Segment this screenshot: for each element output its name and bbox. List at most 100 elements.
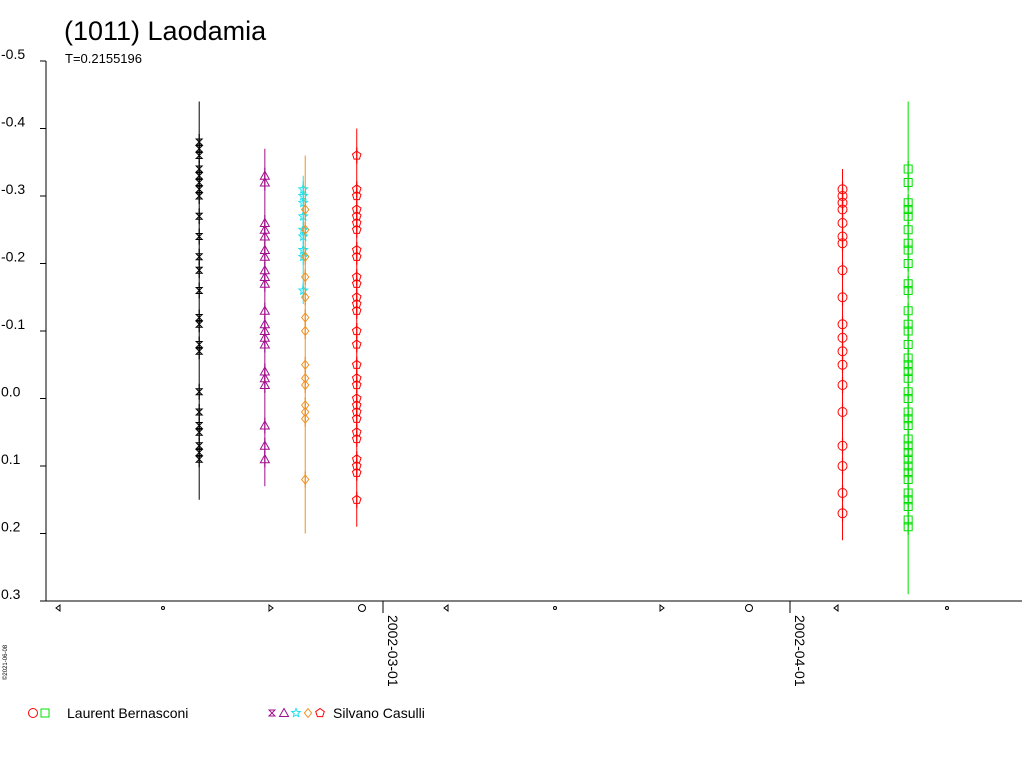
data-point bbox=[837, 346, 848, 357]
data-point bbox=[300, 312, 310, 323]
data-point bbox=[351, 467, 362, 477]
data-point bbox=[903, 225, 913, 235]
data-point bbox=[259, 251, 271, 261]
series-diamond bbox=[300, 155, 310, 534]
y-tick-label: -0.5 bbox=[1, 46, 25, 62]
data-point bbox=[903, 475, 913, 484]
credit-text: ©2021-06-08 bbox=[2, 644, 9, 680]
data-point bbox=[194, 455, 204, 463]
x-tick-label: 2002-03-01 bbox=[385, 615, 401, 687]
data-point bbox=[903, 259, 913, 268]
data-point bbox=[300, 204, 310, 215]
legend-item: Laurent Bernasconi bbox=[28, 705, 188, 721]
data-point bbox=[297, 197, 309, 208]
data-point bbox=[351, 150, 362, 160]
series-hourglass bbox=[194, 101, 204, 500]
phase-marker bbox=[945, 606, 949, 610]
data-point bbox=[351, 190, 362, 201]
series-square bbox=[903, 101, 913, 595]
data-point bbox=[300, 251, 310, 263]
data-point bbox=[351, 278, 362, 288]
data-point bbox=[300, 379, 310, 391]
square-icon bbox=[40, 708, 50, 718]
data-point bbox=[300, 271, 310, 283]
data-point bbox=[351, 325, 362, 336]
data-point bbox=[903, 340, 913, 349]
legend: Laurent Bernasconi Silvano Casulli bbox=[28, 705, 425, 721]
data-point bbox=[300, 224, 310, 236]
legend-label: Laurent Bernasconi bbox=[67, 705, 188, 721]
data-point bbox=[194, 442, 204, 450]
chart-subtitle: T=0.2155196 bbox=[65, 51, 142, 66]
series-pentagon bbox=[351, 128, 362, 527]
data-point bbox=[903, 178, 913, 187]
phase-marker bbox=[55, 604, 61, 612]
data-point bbox=[300, 291, 310, 303]
data-point bbox=[837, 359, 848, 370]
data-point bbox=[194, 185, 204, 193]
data-point bbox=[194, 347, 204, 355]
x-axis-ticks: 2002-03-01 2002-04-01 bbox=[382, 601, 808, 687]
phase-marker bbox=[833, 604, 839, 612]
x-tick-label: 2002-04-01 bbox=[792, 615, 808, 687]
phase-marker bbox=[745, 604, 753, 612]
data-point bbox=[194, 449, 204, 456]
data-point bbox=[259, 305, 271, 315]
pentagon-icon bbox=[315, 707, 325, 718]
series-star bbox=[297, 175, 309, 304]
data-point bbox=[837, 380, 848, 390]
data-point bbox=[259, 453, 271, 464]
data-point bbox=[259, 176, 271, 187]
data-point bbox=[194, 428, 204, 436]
data-point bbox=[194, 408, 204, 416]
y-tick-label: 0.3 bbox=[1, 586, 21, 602]
data-point bbox=[351, 305, 362, 315]
phase-markers bbox=[55, 604, 949, 612]
data-point bbox=[194, 165, 204, 173]
data-point bbox=[837, 508, 848, 519]
data-point bbox=[351, 251, 362, 261]
data-point bbox=[903, 373, 913, 383]
data-point bbox=[259, 379, 271, 389]
chart-axes bbox=[45, 61, 1022, 602]
data-point bbox=[837, 238, 848, 249]
data-point bbox=[194, 266, 204, 274]
star-icon bbox=[290, 707, 302, 718]
legend-item: Silvano Casulli bbox=[267, 705, 425, 721]
data-point bbox=[259, 278, 271, 288]
data-point bbox=[194, 253, 204, 261]
series-circle bbox=[837, 169, 848, 541]
data-point bbox=[194, 172, 204, 180]
data-point bbox=[837, 407, 848, 417]
data-point bbox=[837, 332, 848, 343]
phase-marker bbox=[161, 606, 165, 610]
data-point bbox=[351, 494, 362, 504]
data-point bbox=[300, 325, 310, 337]
data-point bbox=[194, 388, 204, 396]
data-point bbox=[837, 218, 848, 228]
data-point bbox=[351, 339, 362, 349]
data-point bbox=[903, 306, 913, 316]
circle-icon bbox=[28, 708, 38, 718]
data-point bbox=[194, 233, 204, 240]
data-point bbox=[297, 230, 309, 242]
data-point bbox=[837, 461, 848, 471]
data-point bbox=[194, 314, 204, 321]
data-point bbox=[351, 413, 362, 423]
data-point bbox=[837, 265, 848, 276]
data-point bbox=[297, 210, 309, 221]
data-point bbox=[903, 421, 913, 430]
y-tick-label: -0.3 bbox=[1, 181, 25, 197]
data-point bbox=[837, 319, 848, 330]
data-point bbox=[194, 287, 204, 294]
data-point bbox=[194, 179, 204, 186]
data-point bbox=[903, 502, 913, 511]
data-point bbox=[259, 230, 271, 241]
data-point bbox=[837, 488, 848, 498]
data-point bbox=[297, 284, 309, 296]
phase-marker bbox=[659, 604, 665, 612]
data-point bbox=[259, 419, 271, 430]
data-point bbox=[194, 152, 204, 159]
data-point bbox=[903, 394, 913, 403]
y-tick-label: 0.0 bbox=[1, 384, 21, 400]
